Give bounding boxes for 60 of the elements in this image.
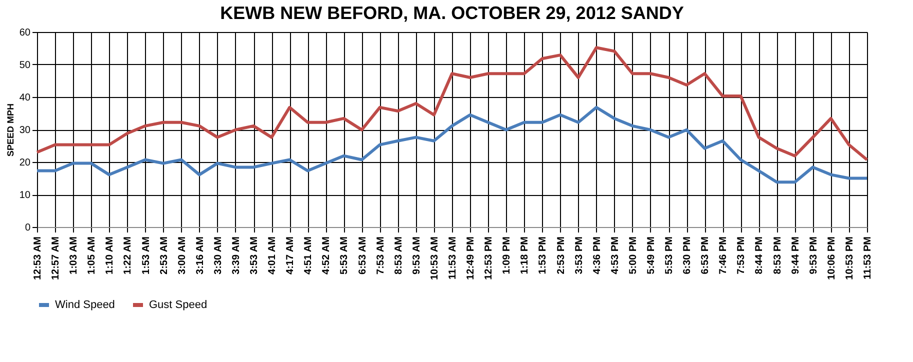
x-tick-label: 8:53 AM	[393, 236, 404, 274]
x-tick-label: 5:49 PM	[646, 236, 657, 274]
x-tick-label: 4:51 AM	[303, 236, 314, 274]
x-tick-label: 12:49 PM	[466, 236, 477, 280]
x-tick-label: 1:53 PM	[538, 236, 549, 274]
x-tick-label: 12:53 PM	[484, 236, 495, 280]
x-tick-label: 3:00 AM	[176, 236, 188, 274]
x-tick-label: 4:17 AM	[285, 236, 296, 274]
x-tick-label: 11:53 AM	[448, 236, 458, 280]
x-tick-label: 6:53 AM	[357, 236, 368, 274]
x-tick-label: 6:53 PM	[700, 236, 712, 274]
x-tick-label: 7:46 PM	[718, 236, 730, 274]
x-tick-label: 10:53 AM	[429, 236, 440, 280]
x-tick-label: 1:09 PM	[502, 236, 513, 274]
x-tick-label: 1:03 AM	[68, 236, 80, 274]
y-tick-label: 0	[24, 222, 31, 234]
x-tick-label: 6:30 PM	[682, 236, 694, 274]
x-tick-label: 10:06 PM	[826, 236, 838, 280]
legend-label: Wind Speed	[55, 299, 115, 311]
x-tick-label: 3:53 PM	[574, 236, 585, 274]
y-tick-label: 20	[19, 158, 31, 168]
x-tick-label: 1:22 AM	[122, 236, 134, 274]
x-tick-label: 4:52 AM	[321, 236, 332, 274]
x-tick-label: 9:53 PM	[808, 236, 820, 274]
x-tick-label: 3:39 AM	[230, 236, 242, 274]
x-tick-label: 12:57 AM	[50, 236, 62, 280]
x-tick-label: 2:53 PM	[556, 236, 567, 274]
x-tick-label: 9:44 PM	[790, 236, 802, 274]
x-tick-label: 1:05 AM	[86, 236, 98, 274]
x-tick-label: 8:53 PM	[772, 236, 784, 274]
x-tick-label: 5:00 PM	[628, 236, 639, 274]
x-tick-label: 1:53 AM	[140, 236, 152, 274]
x-tick-label: 1:10 AM	[104, 236, 116, 274]
y-tick-label: 40	[19, 92, 31, 104]
x-tick-label: 11:53 PM	[862, 236, 874, 280]
x-tick-label: 3:16 AM	[194, 236, 206, 274]
x-tick-label: 4:01 AM	[267, 236, 278, 274]
x-tick-label: 8:44 PM	[754, 236, 766, 274]
y-tick-label: 50	[19, 60, 31, 71]
legend-label: Gust Speed	[149, 299, 208, 311]
x-tick-label: 10:53 PM	[844, 236, 856, 280]
y-tick-label: 10	[19, 190, 31, 201]
line-series	[36, 106, 868, 184]
chart-title: KEWB NEW BEFORD, MA. OCTOBER 29, 2012 SANDY	[220, 3, 684, 23]
x-tick-label: 5:53 PM	[664, 236, 676, 274]
x-tick-label: 4:53 PM	[610, 236, 621, 274]
x-tick-label: 1:18 PM	[520, 236, 531, 274]
x-tick-label: 7:53 PM	[736, 236, 748, 274]
x-tick-label: 3:53 AM	[249, 236, 260, 274]
x-tick-label: 5:53 AM	[339, 236, 350, 274]
x-tick-label: 7:53 AM	[375, 236, 386, 274]
x-tick-label: 12:53 AM	[32, 236, 44, 280]
y-tick-label: 60	[19, 28, 31, 38]
x-tick-label: 2:53 AM	[158, 236, 170, 274]
x-tick-label: 4:36 PM	[592, 236, 603, 274]
y-axis-title: SPEED MPH	[5, 103, 16, 157]
line-series	[36, 46, 868, 162]
x-tick-label: 3:30 AM	[212, 236, 224, 274]
x-tick-label: 9:53 AM	[411, 236, 422, 274]
y-tick-label: 30	[19, 125, 31, 136]
